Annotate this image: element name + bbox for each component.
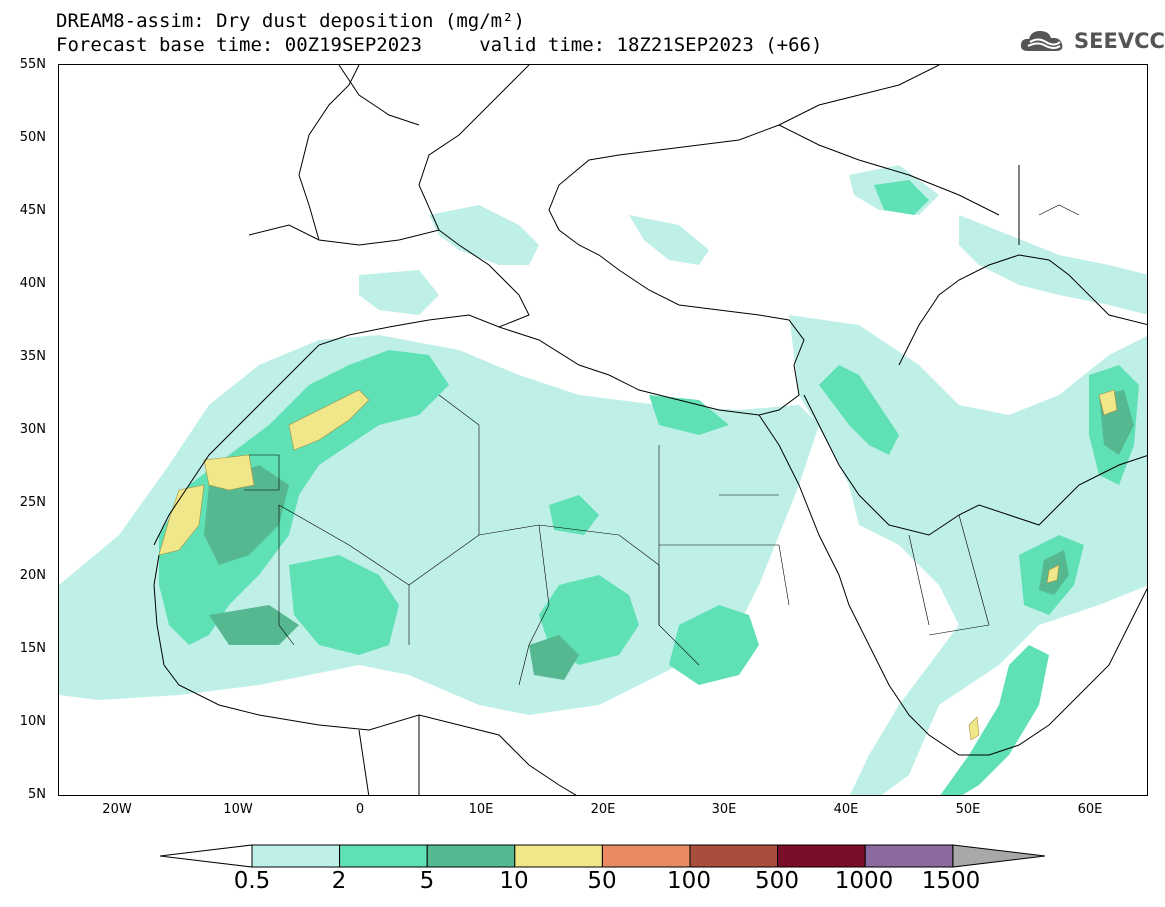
colorbar-swatch bbox=[864, 844, 954, 868]
colorbar-swatch bbox=[514, 844, 603, 868]
colorbar bbox=[159, 843, 1046, 873]
colorbar-label-500: 500 bbox=[755, 868, 799, 894]
lat-label-55n: 55N bbox=[19, 57, 46, 72]
colorbar-label-0-5: 0.5 bbox=[233, 868, 271, 894]
lon-label-50e: 50E bbox=[955, 802, 981, 817]
lat-label-40n: 40N bbox=[19, 276, 46, 291]
colorbar-swatches bbox=[251, 844, 954, 868]
cloud-icon bbox=[1020, 31, 1063, 51]
map-subtitle: Forecast base time: 00Z19SEP2023 valid t… bbox=[56, 34, 823, 56]
lat-label-45n: 45N bbox=[19, 203, 46, 218]
colorbar-swatch bbox=[426, 844, 516, 868]
lat-label-20n: 20N bbox=[19, 568, 46, 583]
colorbar-swatch bbox=[777, 844, 866, 868]
colorbar-svg bbox=[159, 844, 1046, 868]
lat-label-50n: 50N bbox=[19, 130, 46, 145]
lat-label-5n: 5N bbox=[28, 787, 46, 802]
dust-deposition-map bbox=[58, 64, 1148, 796]
colorbar-swatch bbox=[689, 844, 779, 868]
lat-label-10n: 10N bbox=[19, 714, 46, 729]
colorbar-swatch bbox=[339, 844, 428, 868]
lat-label-25n: 25N bbox=[19, 495, 46, 510]
colorbar-under-arrow bbox=[159, 844, 253, 868]
seevccc-logo: SEEVCCC bbox=[1018, 26, 1165, 56]
map-canvas bbox=[59, 65, 1147, 795]
coastlines bbox=[153, 65, 1147, 795]
colorbar-label-2: 2 bbox=[331, 868, 347, 894]
lon-label-30e: 30E bbox=[711, 802, 737, 817]
lon-label-60e: 60E bbox=[1077, 802, 1103, 817]
logo-text: SEEVCCC bbox=[1074, 29, 1165, 53]
lon-label-10w: 10W bbox=[223, 802, 253, 817]
colorbar-label-50: 50 bbox=[587, 868, 617, 894]
colorbar-label-1500: 1500 bbox=[921, 868, 981, 894]
colorbar-swatch bbox=[601, 844, 691, 868]
lat-label-35n: 35N bbox=[19, 349, 46, 364]
colorbar-label-100: 100 bbox=[667, 868, 711, 894]
lon-label-40e: 40E bbox=[833, 802, 859, 817]
lon-label-20e: 20E bbox=[590, 802, 616, 817]
colorbar-over-arrow bbox=[952, 844, 1046, 868]
lon-label-10e: 10E bbox=[468, 802, 494, 817]
country-borders bbox=[244, 204, 1080, 686]
lat-label-15n: 15N bbox=[19, 641, 46, 656]
map-title: DREAM8-assim: Dry dust deposition (mg/m²… bbox=[56, 10, 525, 32]
lat-label-30n: 30N bbox=[19, 422, 46, 437]
colorbar-label-10: 10 bbox=[499, 868, 529, 894]
colorbar-label-5: 5 bbox=[419, 868, 435, 894]
colorbar-swatch bbox=[251, 844, 341, 868]
colorbar-label-1000: 1000 bbox=[834, 868, 894, 894]
lon-label-0: 0 bbox=[355, 802, 365, 817]
lon-label-20w: 20W bbox=[102, 802, 132, 817]
deposition-level-10 bbox=[158, 389, 1118, 741]
